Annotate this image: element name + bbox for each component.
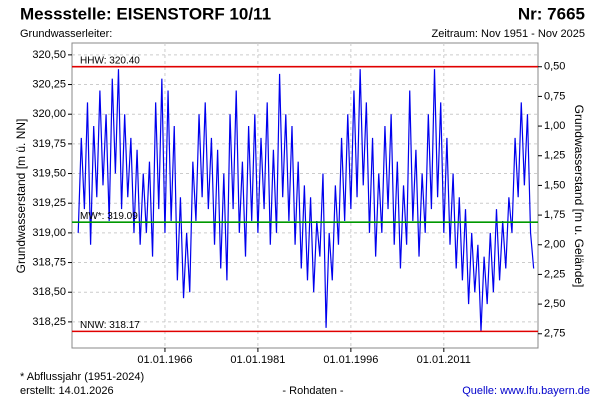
reference-label: HHW: 320.40: [80, 55, 140, 66]
y-tick-label: 320,50: [32, 49, 66, 61]
created: erstellt: 14.01.2026: [20, 385, 114, 397]
x-tick-label: 01.01.1981: [230, 354, 285, 366]
period: Zeitraum: Nov 1951 - Nov 2025: [432, 28, 585, 40]
x-tick-label: 01.01.1966: [137, 354, 192, 366]
y2-axis-label: Grundwasserstand [m u. Gelände]: [572, 105, 586, 288]
y2-tick-label: 1,50: [544, 179, 565, 191]
y-tick-label: 318,25: [32, 316, 66, 328]
chart-title: Messstelle: EISENSTORF 10/11: [20, 4, 271, 23]
y2-tick-label: 0,75: [544, 90, 565, 102]
series-line: [77, 69, 535, 332]
source[interactable]: Quelle: www.lfu.bayern.de: [462, 385, 590, 397]
y-tick-label: 318,75: [32, 256, 66, 268]
reference-label: NNW: 318.17: [80, 320, 140, 331]
subtitle: Grundwasserleiter:: [20, 28, 112, 40]
y-axis-label: Grundwasserstand [m ü. NN]: [14, 119, 28, 274]
x-tick-label: 01.01.1996: [323, 354, 378, 366]
y-tick-label: 319,50: [32, 167, 66, 179]
x-tick-label: 01.01.2011: [417, 354, 471, 366]
y2-tick-label: 1,00: [544, 120, 565, 132]
y-tick-label: 320,00: [32, 108, 66, 120]
station-number: Nr: 7665: [518, 4, 585, 23]
y-tick-label: 319,00: [32, 227, 66, 239]
y2-tick-label: 2,50: [544, 298, 565, 310]
y-tick-label: 319,25: [32, 197, 66, 209]
footnote: * Abflussjahr (1951-2024): [20, 371, 144, 383]
y2-tick-label: 0,50: [544, 61, 565, 73]
y-tick-label: 320,25: [32, 78, 66, 90]
y-tick-label: 318,50: [32, 286, 66, 298]
y2-tick-label: 2,00: [544, 239, 565, 251]
y-tick-label: 319,75: [32, 138, 66, 150]
y2-tick-label: 1,75: [544, 209, 565, 221]
raw-data-note: - Rohdaten -: [282, 385, 343, 397]
y2-tick-label: 1,25: [544, 150, 565, 162]
y2-tick-label: 2,25: [544, 268, 565, 280]
reference-label: MW*: 319.09: [80, 211, 138, 222]
y2-tick-label: 2,75: [544, 328, 565, 340]
